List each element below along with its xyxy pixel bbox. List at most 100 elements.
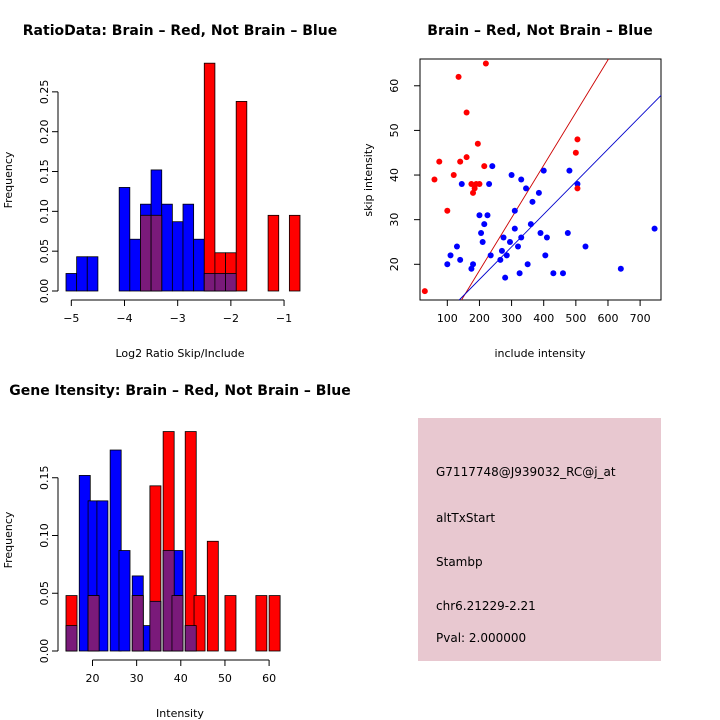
red-point-1 bbox=[431, 176, 438, 183]
blue-point-0 bbox=[444, 261, 451, 268]
blue-point-28 bbox=[523, 185, 530, 192]
y-tick-label-0-0: 0.00 bbox=[38, 279, 51, 304]
red-point-8 bbox=[463, 154, 470, 161]
y-tick-label-0-4: 0.20 bbox=[38, 119, 51, 144]
blue-bar-0-9 bbox=[182, 203, 195, 292]
red-bar-0-7 bbox=[288, 214, 301, 292]
red-point-18 bbox=[574, 185, 581, 192]
y-tick-label-0-5: 0.25 bbox=[38, 80, 51, 105]
info-panel: G7117748@J939032_RC@j_at altTxStart Stam… bbox=[418, 418, 661, 661]
red-bar-2-10 bbox=[255, 595, 268, 652]
red-regression-line bbox=[461, 58, 609, 301]
blue-point-3 bbox=[457, 256, 464, 263]
scatter-y-tick-label-2: 40 bbox=[388, 168, 401, 182]
y-tick-label-0-2: 0.10 bbox=[38, 199, 51, 224]
blue-point-35 bbox=[542, 252, 549, 259]
y-tick-label-0-1: 0.05 bbox=[38, 239, 51, 264]
blue-point-32 bbox=[535, 189, 542, 196]
red-point-6 bbox=[457, 158, 464, 165]
y-tick-label-0-3: 0.15 bbox=[38, 159, 51, 184]
blue-point-43 bbox=[617, 265, 624, 272]
blue-point-33 bbox=[537, 230, 544, 237]
scatter-y-tick-label-3: 50 bbox=[388, 123, 401, 137]
scatter-y-tick-label-4: 60 bbox=[388, 79, 401, 93]
red-point-14 bbox=[476, 180, 483, 187]
scatter-x-tick-label-3: 400 bbox=[533, 312, 554, 325]
blue-point-6 bbox=[470, 261, 477, 268]
blue-point-15 bbox=[497, 256, 504, 263]
blue-point-24 bbox=[515, 243, 522, 250]
overlap-bar-2-2 bbox=[87, 595, 100, 652]
scatter-x-tick-label-4: 500 bbox=[565, 312, 586, 325]
red-bar-2-9 bbox=[224, 595, 237, 652]
gene-histogram-axes: 20 30 40 50 60 0.00 0.05 0.10 0.15 bbox=[38, 466, 276, 686]
blue-point-37 bbox=[550, 270, 557, 277]
blue-point-29 bbox=[524, 261, 531, 268]
y-tick-label-2-0: 0.00 bbox=[38, 639, 51, 664]
blue-point-17 bbox=[500, 234, 507, 241]
overlap-bar-0-6 bbox=[150, 214, 163, 292]
scatter-y-tick-label-1: 30 bbox=[388, 213, 401, 227]
overlap-bar-2-6 bbox=[131, 595, 144, 652]
blue-bar-0-10 bbox=[193, 238, 205, 292]
x-tick-label-2-1: 30 bbox=[130, 672, 144, 685]
blue-point-26 bbox=[518, 234, 525, 241]
red-point-5 bbox=[455, 73, 462, 80]
blue-point-34 bbox=[540, 167, 547, 174]
gene-histogram-bars bbox=[65, 431, 281, 652]
blue-point-13 bbox=[487, 252, 494, 259]
red-bar-2-7 bbox=[193, 595, 206, 652]
gene-histogram-xlabel: Intensity bbox=[156, 707, 204, 720]
x-tick-label-0-0: −5 bbox=[63, 312, 79, 325]
blue-point-16 bbox=[498, 247, 505, 254]
blue-bar-0-4 bbox=[129, 238, 141, 292]
y-tick-label-2-3: 0.15 bbox=[38, 466, 51, 491]
scatter-ylabel: skip intensity bbox=[362, 143, 375, 217]
blue-point-30 bbox=[527, 221, 534, 228]
red-point-4 bbox=[450, 172, 457, 179]
event-type-text: altTxStart bbox=[436, 511, 495, 525]
probe-id-text: G7117748@J939032_RC@j_at bbox=[436, 465, 616, 479]
blue-point-1 bbox=[447, 252, 454, 259]
x-tick-label-2-3: 50 bbox=[218, 672, 232, 685]
location-text: chr6.21229-2.21 bbox=[436, 599, 536, 613]
scatter-xlabel: include intensity bbox=[494, 347, 586, 360]
overlap-bar-0-5 bbox=[140, 214, 152, 292]
gene-histogram-ylabel: Frequency bbox=[2, 511, 15, 568]
info-panel-background bbox=[418, 418, 661, 661]
red-point-3 bbox=[444, 207, 451, 214]
y-tick-label-2-1: 0.05 bbox=[38, 581, 51, 606]
blue-bar-0-7 bbox=[161, 203, 173, 292]
x-tick-label-2-0: 20 bbox=[85, 672, 99, 685]
blue-point-9 bbox=[479, 238, 486, 245]
red-point-0 bbox=[421, 288, 428, 295]
overlap-bar-2-0 bbox=[65, 625, 78, 652]
scatter-x-tick-label-5: 600 bbox=[597, 312, 618, 325]
blue-point-25 bbox=[516, 270, 523, 277]
blue-point-12 bbox=[486, 180, 493, 187]
scatter-plot-frame bbox=[419, 58, 662, 301]
red-point-15 bbox=[481, 163, 488, 170]
x-tick-label-0-3: −2 bbox=[223, 312, 239, 325]
scatter-axes: 100 200 300 400 500 600 700 20 30 40 50 60 bbox=[388, 79, 651, 325]
x-tick-label-0-4: −1 bbox=[276, 312, 292, 325]
red-bar-2-8 bbox=[206, 540, 219, 652]
blue-point-27 bbox=[518, 176, 525, 183]
ratio-histogram-axes: −5 −4 −3 −2 −1 0.00 0.05 0.10 0.15 0.20 0.25 bbox=[38, 80, 292, 325]
blue-point-31 bbox=[529, 198, 536, 205]
overlap-bar-0-13 bbox=[225, 273, 237, 292]
blue-point-10 bbox=[481, 221, 488, 228]
ratio-histogram-bars bbox=[65, 62, 301, 292]
scatter-x-tick-label-1: 200 bbox=[469, 312, 490, 325]
blue-point-23 bbox=[511, 207, 518, 214]
blue-point-36 bbox=[543, 234, 550, 241]
blue-point-14 bbox=[489, 163, 496, 170]
scatter-x-tick-label-6: 700 bbox=[630, 312, 651, 325]
y-tick-label-2-2: 0.10 bbox=[38, 523, 51, 548]
ratio-histogram-title: RatioData: Brain – Red, Not Brain – Blue bbox=[23, 23, 337, 39]
blue-point-7 bbox=[476, 212, 483, 219]
red-point-19 bbox=[574, 136, 581, 143]
overlap-bar-2-10 bbox=[171, 595, 184, 652]
gene-symbol-text: Stambp bbox=[436, 555, 483, 569]
